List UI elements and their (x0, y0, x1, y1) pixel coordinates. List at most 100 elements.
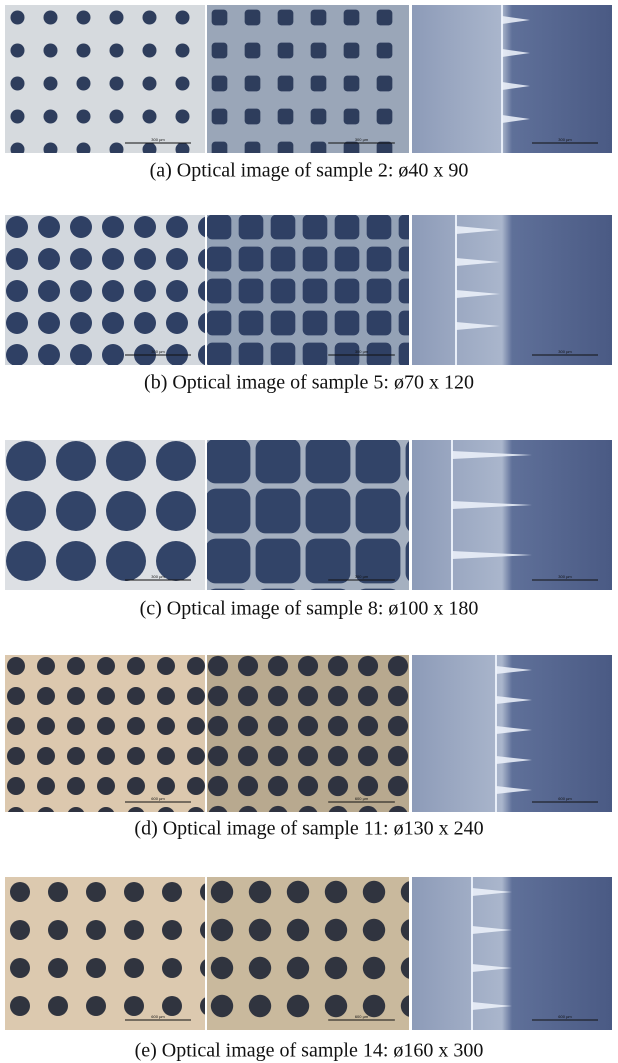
hole (67, 807, 85, 825)
hole (287, 881, 309, 903)
hole (298, 746, 318, 766)
hole (143, 77, 157, 91)
hole (10, 958, 30, 978)
hole (10, 1034, 30, 1054)
hole (6, 376, 28, 398)
hole (162, 958, 182, 978)
scale-label: 600 µm (558, 1014, 572, 1019)
micrograph: 300 µm (412, 5, 612, 153)
hole (245, 142, 261, 158)
hole (10, 882, 30, 902)
hole (110, 110, 124, 124)
hole (377, 76, 393, 92)
hole (377, 10, 393, 26)
hole (70, 248, 92, 270)
hole (110, 143, 124, 157)
hole (157, 747, 175, 765)
hole (176, 44, 190, 58)
hole (143, 143, 157, 157)
micrograph: 300 µm (5, 215, 220, 398)
hole (102, 344, 124, 366)
hole (10, 996, 30, 1016)
hole (67, 687, 85, 705)
micrograph: 300 µm (412, 215, 612, 365)
hole (11, 77, 25, 91)
hole (67, 717, 85, 735)
hole (110, 44, 124, 58)
scale-label: 600 µm (355, 796, 369, 801)
hole (162, 996, 182, 1016)
hole (37, 747, 55, 765)
hole (287, 995, 309, 1017)
scale-label: 300 µm (151, 349, 165, 354)
hole (298, 716, 318, 736)
hole (344, 10, 360, 26)
hole (239, 215, 264, 240)
hole (208, 716, 228, 736)
hole (377, 142, 393, 158)
hole (238, 686, 258, 706)
hole (207, 343, 232, 368)
hole (48, 958, 68, 978)
hole (287, 957, 309, 979)
hole (38, 376, 60, 398)
hole (367, 247, 392, 272)
hole (325, 881, 347, 903)
hole (124, 920, 144, 940)
hole (67, 657, 85, 675)
hole (7, 657, 25, 675)
hole (6, 541, 46, 581)
scale-label: 600 µm (355, 1014, 369, 1019)
hole (110, 77, 124, 91)
hole (127, 717, 145, 735)
hole (127, 747, 145, 765)
hole (245, 109, 261, 125)
page: 300 µm300 µm300 µm(a) Optical image of s… (0, 0, 618, 1063)
hole (143, 110, 157, 124)
scale-label: 300 µm (355, 574, 369, 579)
hole (44, 11, 58, 25)
hole (70, 280, 92, 302)
hole (377, 43, 393, 59)
hole (157, 687, 175, 705)
caption: (c) Optical image of sample 8: ø100 x 18… (140, 598, 479, 620)
hole (157, 777, 175, 795)
hole (271, 215, 296, 240)
hole (363, 919, 385, 941)
hole (303, 311, 328, 336)
hole (344, 76, 360, 92)
hole (388, 716, 408, 736)
hole (212, 142, 228, 158)
hole (212, 43, 228, 59)
hole (239, 343, 264, 368)
hole (278, 142, 294, 158)
hole (358, 716, 378, 736)
caption: (d) Optical image of sample 11: ø130 x 2… (134, 818, 483, 840)
caption: (e) Optical image of sample 14: ø160 x 3… (135, 1040, 484, 1062)
hole (249, 881, 271, 903)
hole (358, 746, 378, 766)
hole (363, 957, 385, 979)
background (412, 440, 612, 590)
hole (271, 311, 296, 336)
hole (187, 777, 205, 795)
hole (37, 657, 55, 675)
hole (6, 216, 28, 238)
hole (67, 747, 85, 765)
hole (249, 919, 271, 941)
hole (212, 109, 228, 125)
hole (249, 957, 271, 979)
hole (187, 657, 205, 675)
hole (388, 776, 408, 796)
hole (97, 777, 115, 795)
hole (6, 591, 46, 631)
hole (311, 109, 327, 125)
hole (7, 717, 25, 735)
scale-label: 600 µm (151, 796, 165, 801)
figure-row: 300 µm300 µm300 µm(c) Optical image of s… (5, 439, 612, 634)
hole (388, 656, 408, 676)
hole (77, 44, 91, 58)
hole (344, 109, 360, 125)
hole (56, 591, 96, 631)
hole (70, 344, 92, 366)
